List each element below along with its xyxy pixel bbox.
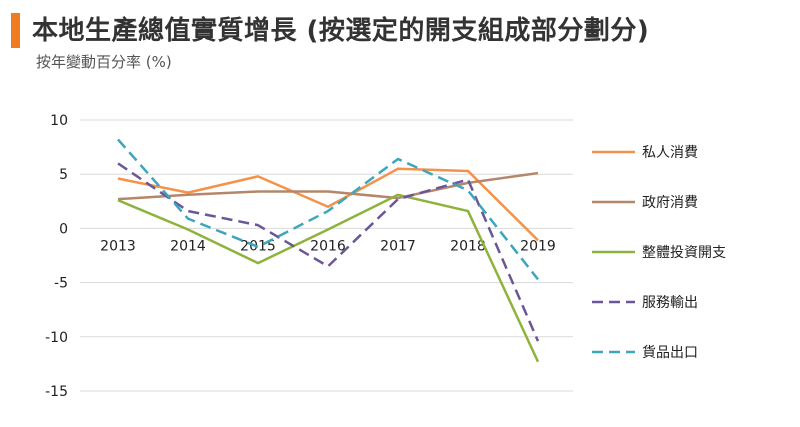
x-tick-label: 2016 — [310, 238, 346, 254]
y-tick-label: -15 — [45, 384, 68, 400]
series-line — [117, 167, 539, 242]
legend-label: 私人消費 — [642, 145, 698, 161]
x-tick-label: 2013 — [100, 238, 136, 254]
y-tick-label: -5 — [54, 276, 68, 292]
x-tick-label: 2017 — [380, 238, 416, 254]
title-accent-bar — [11, 13, 20, 48]
series-line — [117, 193, 540, 363]
page-title: 本地生產總值實質增長 (按選定的開支組成部分劃分) — [32, 16, 650, 46]
x-tick-label: 2018 — [450, 238, 486, 254]
series-line — [117, 171, 539, 201]
y-tick-label: 5 — [59, 167, 68, 183]
x-tick-label: 2019 — [520, 238, 556, 254]
y-tick-label: 0 — [59, 221, 68, 237]
y-tick-label: 10 — [50, 113, 68, 129]
legend-label: 服務輸出 — [642, 295, 698, 311]
series-line — [117, 138, 539, 281]
y-tick-label: -10 — [45, 330, 68, 346]
x-tick-label: 2014 — [170, 238, 206, 254]
legend-label: 貨品出口 — [642, 344, 698, 361]
legend-label: 整體投資開支 — [642, 245, 726, 261]
legend-label: 政府消費 — [642, 195, 698, 211]
chart-subtitle: 按年變動百分率 (%) — [36, 53, 172, 71]
